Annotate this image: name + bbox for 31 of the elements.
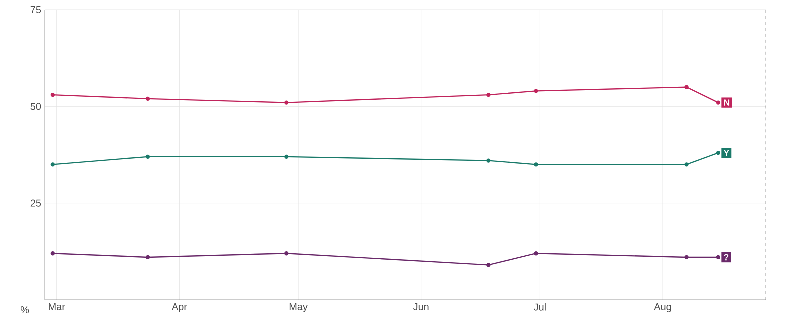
series-label: N — [724, 100, 730, 106]
series-label: ? — [724, 254, 729, 261]
point — [284, 252, 289, 256]
point — [284, 100, 289, 105]
x-tick-label: Apr — [172, 304, 188, 312]
point — [534, 162, 538, 167]
point — [684, 255, 689, 260]
point — [684, 85, 689, 90]
point — [486, 158, 491, 163]
point — [534, 89, 538, 94]
point — [146, 154, 150, 160]
y-tick-label: 25 — [30, 200, 42, 207]
y-axis-title: % — [20, 306, 30, 314]
point — [716, 100, 721, 105]
point — [486, 92, 491, 98]
point — [486, 263, 491, 268]
point — [716, 255, 721, 260]
point — [534, 252, 538, 256]
y-tick-label: 50 — [30, 103, 42, 110]
point — [716, 150, 721, 156]
point — [146, 255, 150, 260]
point — [284, 154, 289, 160]
y-tick-label: 75 — [30, 6, 42, 14]
point — [684, 162, 689, 167]
x-tick-label: May — [290, 304, 308, 312]
point — [146, 96, 150, 102]
x-tick-label: Aug — [654, 304, 672, 312]
x-tick-label: Jul — [534, 304, 546, 311]
x-tick-label: Jun — [413, 304, 429, 310]
series-label: Y — [724, 150, 730, 156]
x-tick-label: Mar — [49, 304, 66, 310]
